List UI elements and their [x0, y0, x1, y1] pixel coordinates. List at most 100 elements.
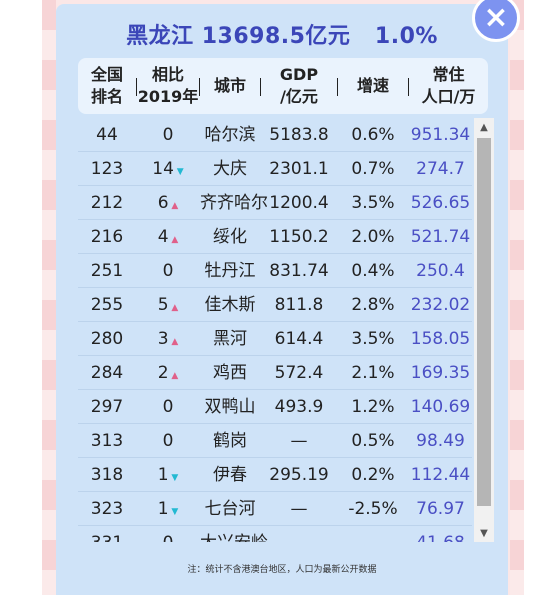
cell-gdp: —: [290, 431, 308, 451]
cell-rank: 284: [90, 363, 124, 383]
cell-pop: 521.74: [410, 227, 471, 247]
table-row[interactable]: 313 0 鹤岗 — 0.5% 98.49: [78, 424, 472, 458]
header-divider: [337, 78, 338, 96]
rank-down-arrow-icon: ▼: [168, 507, 179, 517]
table-row[interactable]: 297 0 双鸭山 493.9 1.2% 140.69: [78, 390, 472, 424]
header-rank: 全国 排名: [90, 65, 123, 106]
cell-rank: 123: [90, 159, 124, 179]
cell-change: 3 ▲: [157, 329, 179, 349]
cell-change: 14 ▼: [152, 159, 184, 179]
table-row[interactable]: 323 1 ▼ 七台河 — -2.5% 76.97: [78, 492, 472, 526]
cell-city: 双鸭山: [204, 397, 256, 417]
rank-up-arrow-icon: ▲: [168, 201, 179, 211]
cell-pop: 98.49: [416, 431, 465, 451]
cell-growth: 0.7%: [351, 159, 395, 179]
cell-change: 1 ▼: [157, 499, 179, 519]
close-icon: ×: [483, 0, 509, 35]
cell-change: 0: [162, 261, 174, 281]
table-row[interactable]: 318 1 ▼ 伊春 295.19 0.2% 112.44: [78, 458, 472, 492]
table-row[interactable]: 3310大兴安岭——41.68: [78, 526, 472, 542]
city-list[interactable]: 44 0 哈尔滨 5183.8 0.6% 951.34 123 14 ▼ 大庆 2301.1 0.7…: [78, 118, 472, 542]
cell-rank: 313: [90, 431, 124, 451]
cell-growth: 1.2%: [351, 397, 395, 417]
table-row[interactable]: 216 4 ▲ 绥化 1150.2 2.0% 521.74: [78, 220, 472, 254]
cell-rank: 255: [90, 295, 124, 315]
cell-rank: 212: [90, 193, 124, 213]
cell-city: 佳木斯: [204, 295, 256, 315]
cell-gdp: 1200.4: [269, 193, 329, 213]
cell-rank: 280: [90, 329, 124, 349]
rank-up-arrow-icon: ▲: [168, 303, 179, 313]
cell-city: 鸡西: [213, 363, 247, 383]
cell-rank: 251: [90, 261, 124, 281]
close-button[interactable]: ×: [472, 0, 520, 42]
cell-city: 哈尔滨: [204, 125, 256, 145]
cell-change: 2 ▲: [157, 363, 179, 383]
cell-gdp: 572.4: [274, 363, 324, 383]
cell-gdp: 831.74: [269, 261, 329, 281]
cell-gdp: 493.9: [274, 397, 324, 417]
cell-change: 5 ▲: [157, 295, 179, 315]
cell-rank: 318: [90, 465, 124, 485]
cell-city: 伊春: [213, 465, 247, 485]
cell-gdp: —: [261, 526, 337, 542]
cell-pop: 169.35: [410, 363, 471, 383]
cell-rank: 297: [90, 397, 124, 417]
table-row[interactable]: 212 6 ▲ 齐齐哈尔 1200.4 3.5% 526.65: [78, 186, 472, 220]
cell-gdp: 5183.8: [269, 125, 329, 145]
header-divider: [260, 78, 261, 96]
cell-city: 黑河: [213, 329, 247, 349]
cell-change: 0: [137, 526, 199, 542]
cell-city: 大兴安岭: [200, 526, 268, 542]
table-row[interactable]: 280 3 ▲ 黑河 614.4 3.5% 158.05: [78, 322, 472, 356]
cell-growth: 3.5%: [351, 329, 395, 349]
cell-change: 1 ▼: [157, 465, 179, 485]
table-row[interactable]: 251 0 牡丹江 831.74 0.4% 250.4: [78, 254, 472, 288]
table-row[interactable]: 255 5 ▲ 佳木斯 811.8 2.8% 232.02: [78, 288, 472, 322]
cell-city: 大庆: [213, 159, 247, 179]
header-divider: [136, 78, 137, 96]
cell-gdp: 295.19: [269, 465, 329, 485]
cell-growth: 2.0%: [351, 227, 395, 247]
cell-city: 绥化: [213, 227, 247, 247]
cell-growth: -2.5%: [348, 499, 398, 519]
cell-change: 0: [162, 431, 174, 451]
rank-up-arrow-icon: ▲: [168, 235, 179, 245]
cell-pop: 76.97: [416, 499, 465, 519]
header-growth: 增速: [356, 76, 389, 95]
scrollbar[interactable]: ▲ ▼: [474, 118, 494, 542]
table-row[interactable]: 123 14 ▼ 大庆 2301.1 0.7% 274.7: [78, 152, 472, 186]
cell-rank: 44: [96, 125, 118, 145]
header-city: 城市: [213, 76, 246, 95]
cell-pop: 41.68: [409, 526, 472, 542]
scroll-down-arrow-icon[interactable]: ▼: [480, 527, 488, 539]
cell-rank: 331: [78, 526, 136, 542]
table-row[interactable]: 44 0 哈尔滨 5183.8 0.6% 951.34: [78, 118, 472, 152]
rank-down-arrow-icon: ▼: [168, 473, 179, 483]
header-gdp: GDP /亿元: [279, 65, 319, 106]
cell-growth: 2.8%: [351, 295, 395, 315]
cell-gdp: 614.4: [274, 329, 324, 349]
cell-pop: 140.69: [410, 397, 471, 417]
cell-city: 牡丹江: [204, 261, 256, 281]
cell-gdp: 811.8: [274, 295, 324, 315]
cell-growth: 0.6%: [351, 125, 395, 145]
cell-change: 6 ▲: [157, 193, 179, 213]
scrollbar-thumb[interactable]: [477, 138, 491, 506]
cell-pop: 951.34: [410, 125, 471, 145]
rank-up-arrow-icon: ▲: [168, 337, 179, 347]
cell-city: 鹤岗: [213, 431, 247, 451]
cell-growth: —: [338, 526, 408, 542]
table-row[interactable]: 284 2 ▲ 鸡西 572.4 2.1% 169.35: [78, 356, 472, 390]
cell-city: 七台河: [204, 499, 256, 519]
cell-growth: 0.4%: [351, 261, 395, 281]
scroll-up-arrow-icon[interactable]: ▲: [480, 121, 488, 133]
rank-up-arrow-icon: ▲: [168, 371, 179, 381]
cell-change: 4 ▲: [157, 227, 179, 247]
panel-title: 黑龙江 13698.5亿元 1.0%: [126, 24, 438, 49]
cell-growth: 2.1%: [351, 363, 395, 383]
cell-rank: 323: [90, 499, 124, 519]
gdp-panel: 黑龙江 13698.5亿元 1.0% 全国 排名 相比 2019年 城市 GDP…: [56, 4, 508, 595]
cell-growth: 3.5%: [351, 193, 395, 213]
table-header: 全国 排名 相比 2019年 城市 GDP /亿元 增速 常住 人口/万: [78, 58, 488, 114]
